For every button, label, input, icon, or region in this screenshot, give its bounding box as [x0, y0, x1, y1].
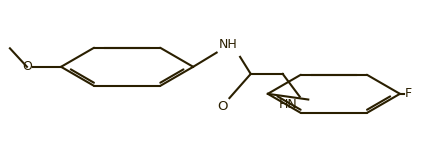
Text: O: O — [217, 99, 227, 113]
Text: NH: NH — [219, 38, 238, 51]
Text: HN: HN — [279, 98, 298, 111]
Text: F: F — [405, 87, 412, 100]
Text: O: O — [22, 60, 32, 73]
